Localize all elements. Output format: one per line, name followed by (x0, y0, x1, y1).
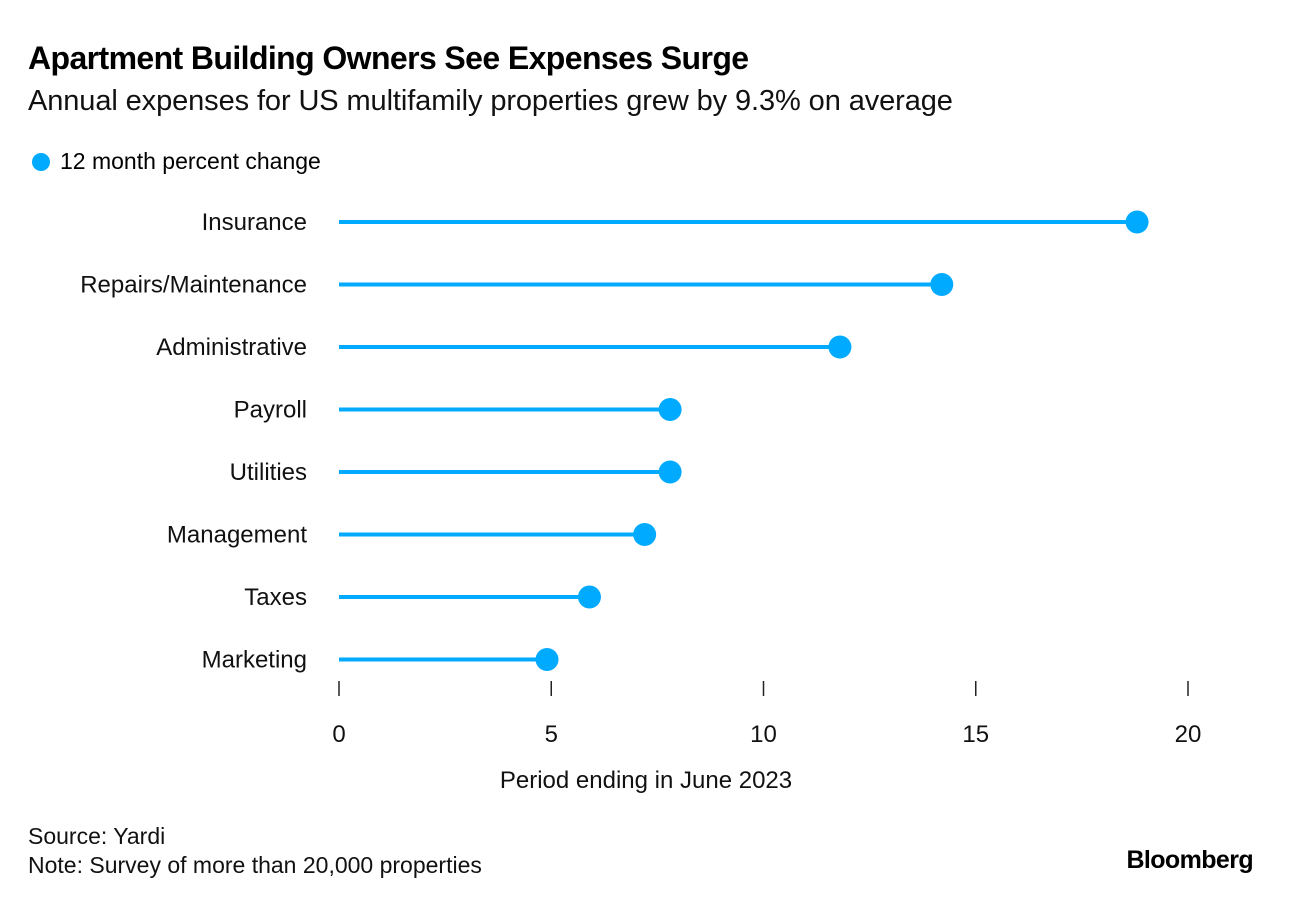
lollipop-dot (930, 273, 954, 296)
x-tick-label: 5 (545, 721, 558, 748)
category-label: Repairs/Maintenance (80, 272, 307, 299)
chart-row: Utilities (230, 459, 682, 486)
x-tick-label: 0 (332, 721, 345, 748)
chart-row: Insurance (202, 209, 1149, 236)
category-label: Payroll (234, 397, 307, 424)
legend-label: 12 month percent change (60, 148, 321, 174)
category-label: Management (167, 522, 307, 549)
lollipop-dot (633, 523, 657, 546)
x-tick-label: 15 (962, 721, 989, 748)
chart-row: Management (167, 522, 657, 549)
lollipop-dot (577, 585, 601, 609)
chart-row: Administrative (156, 334, 852, 361)
footer: Source: Yardi Note: Survey of more than … (28, 822, 482, 880)
x-tick-label: 20 (1175, 721, 1202, 748)
chart-row: Repairs/Maintenance (80, 272, 954, 299)
x-axis: 0 5 10 15 20 (332, 681, 1201, 748)
chart-row: Marketing (202, 647, 559, 674)
lollipop-dot (535, 648, 559, 671)
category-label: Marketing (202, 647, 307, 674)
note-text: Note: Survey of more than 20,000 propert… (28, 852, 482, 878)
legend-dot-icon (32, 152, 50, 171)
lollipop-dot (1125, 210, 1149, 234)
category-label: Insurance (202, 209, 307, 236)
lollipop-dot (658, 460, 682, 484)
chart-row: Taxes (244, 584, 601, 611)
lollipop-dot (828, 335, 852, 359)
category-label: Administrative (156, 334, 307, 361)
category-label: Taxes (244, 584, 307, 611)
chart-row: Payroll (234, 397, 682, 424)
source-text: Source: Yardi (28, 823, 166, 849)
bloomberg-logo: Bloomberg (1126, 846, 1253, 874)
chart-rows: Insurance Repairs/Maintenance Administrati… (80, 209, 1149, 674)
x-tick-label: 10 (750, 721, 777, 748)
category-label: Utilities (230, 459, 307, 486)
chart-subtitle: Annual expenses for US multifamily prope… (28, 85, 953, 117)
legend: 12 month percent change (32, 148, 321, 175)
x-axis-title: Period ending in June 2023 (500, 767, 792, 794)
lollipop-dot (658, 398, 682, 421)
chart-title: Apartment Building Owners See Expenses S… (28, 40, 749, 76)
